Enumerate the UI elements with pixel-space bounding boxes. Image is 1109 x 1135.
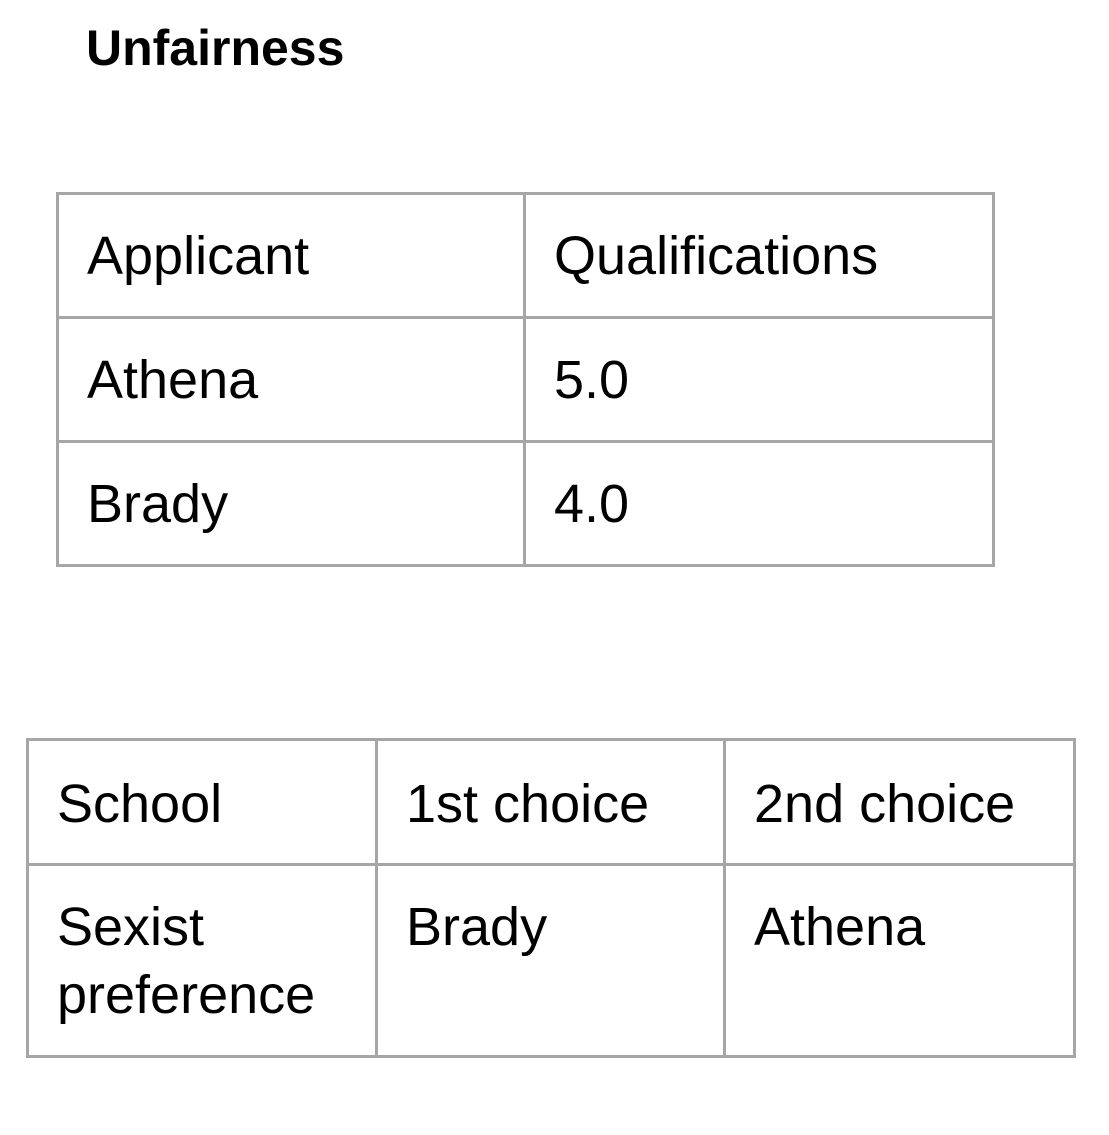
qualifications-cell: 4.0	[523, 440, 995, 567]
table-header-row: Applicant Qualifications	[56, 192, 995, 319]
column-header-second-choice: 2nd choice	[723, 738, 1076, 866]
applicant-name-cell: Brady	[56, 440, 526, 567]
column-header-school: School	[26, 738, 378, 866]
table-row: Brady 4.0	[56, 440, 995, 567]
table-header-row: School 1st choice 2nd choice	[26, 738, 1076, 866]
school-name-cell: Sexist preference	[26, 863, 378, 1058]
applicant-name-cell: Athena	[56, 316, 526, 443]
second-choice-cell: Athena	[723, 863, 1076, 1058]
table-row: Athena 5.0	[56, 316, 995, 443]
qualifications-cell: 5.0	[523, 316, 995, 443]
column-header-first-choice: 1st choice	[375, 738, 726, 866]
column-header-qualifications: Qualifications	[523, 192, 995, 319]
page-title: Unfairness	[86, 20, 345, 76]
schools-table: School 1st choice 2nd choice Sexist pref…	[26, 738, 1076, 1058]
applicants-table: Applicant Qualifications Athena 5.0 Brad…	[56, 192, 995, 567]
column-header-applicant: Applicant	[56, 192, 526, 319]
first-choice-cell: Brady	[375, 863, 726, 1058]
table-row: Sexist preference Brady Athena	[26, 863, 1076, 1058]
